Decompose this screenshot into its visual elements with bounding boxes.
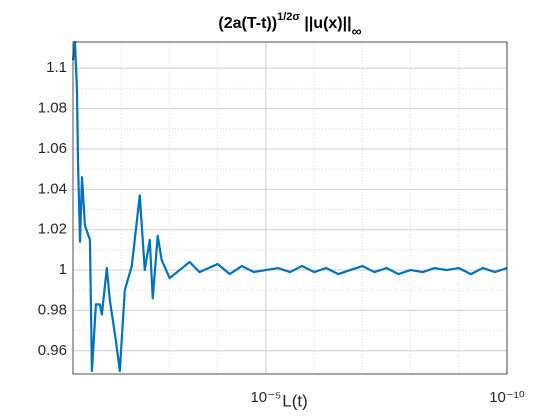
y-tick-label: 0.98	[38, 301, 67, 318]
title-sup: 1/2σ	[277, 11, 300, 23]
y-tick-label: 1.04	[38, 180, 67, 197]
x-axis-label: L(t)	[282, 391, 308, 410]
title-main: ||u(x)||	[300, 15, 352, 32]
y-tick-label: 1	[59, 261, 67, 278]
y-tick-label: 1.08	[38, 100, 67, 117]
x-tick-label: 10⁻¹⁰	[489, 389, 525, 406]
y-tick-label: 1.06	[38, 140, 67, 157]
y-tick-label: 1.1	[46, 59, 67, 76]
y-tick-label: 1.02	[38, 221, 67, 238]
title-base: (2a(T-t))	[218, 15, 277, 32]
data-line	[71, 40, 508, 373]
axes-box	[72, 41, 508, 375]
chart-title: (2a(T-t))1/2σ ||u(x)||∞	[218, 11, 361, 39]
title-sub: ∞	[352, 23, 362, 39]
y-tick-label: 0.96	[38, 342, 67, 359]
x-tick-label: 10⁻⁵	[250, 389, 281, 406]
